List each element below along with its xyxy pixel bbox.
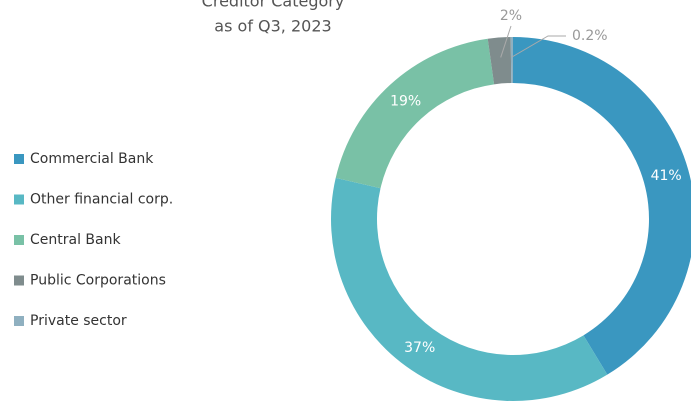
data-label: 41% xyxy=(651,168,682,184)
data-label: 2% xyxy=(500,8,522,24)
data-label: 37% xyxy=(404,340,435,356)
legend-swatch xyxy=(14,194,24,205)
legend-label: Public Corporations xyxy=(30,273,166,289)
legend-swatch xyxy=(14,235,24,245)
donut-slice xyxy=(513,37,691,375)
donut-slice xyxy=(335,38,495,189)
donut-slice xyxy=(510,37,513,84)
donut-slice xyxy=(330,177,608,402)
leader-line xyxy=(511,35,566,58)
chart-subtitle: as of Q3, 2023 xyxy=(214,17,331,36)
legend-label: Private sector xyxy=(30,313,127,329)
data-label: 0.2% xyxy=(572,28,608,44)
legend-label: Central Bank xyxy=(30,232,121,248)
leader-line xyxy=(500,25,512,58)
legend-swatch xyxy=(14,316,24,326)
legend-label: Other financial corp. xyxy=(30,192,173,208)
legend-swatch xyxy=(14,154,24,164)
chart-title: Creditor Category xyxy=(202,0,345,11)
donut-slice xyxy=(487,37,512,85)
legend-swatch xyxy=(14,275,24,286)
legend-label: Commercial Bank xyxy=(30,151,154,167)
data-label: 19% xyxy=(390,94,421,110)
